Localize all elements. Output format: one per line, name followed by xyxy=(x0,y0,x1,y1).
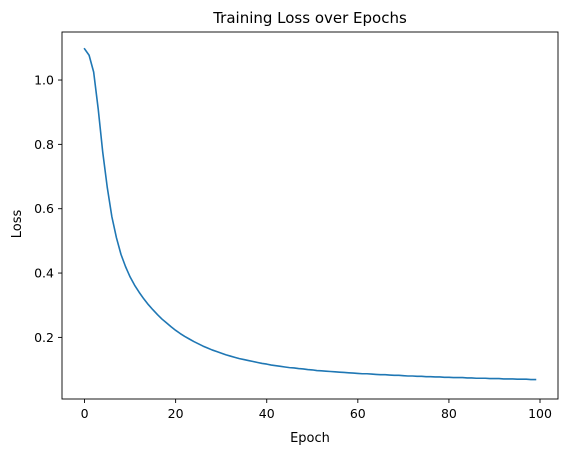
x-tick-label: 60 xyxy=(350,406,366,421)
x-tick-label: 20 xyxy=(168,406,184,421)
y-tick-label: 1.0 xyxy=(34,73,54,88)
x-tick-label: 40 xyxy=(259,406,275,421)
plot-area: 0 20 40 60 80 100 0.2 0.4 0.6 0.8 1.0 xyxy=(34,31,559,421)
y-tick-label: 0.8 xyxy=(34,137,54,152)
y-tick-label: 0.6 xyxy=(34,201,54,216)
x-tick-label: 100 xyxy=(528,406,552,421)
x-tick-label: 0 xyxy=(81,406,89,421)
series-line-0 xyxy=(83,47,537,381)
x-tick-label: 80 xyxy=(441,406,457,421)
x-axis-label: Epoch xyxy=(290,431,330,446)
axes-frame xyxy=(61,31,559,400)
y-tick-label: 0.4 xyxy=(34,266,54,281)
chart-title: Training Loss over Epochs xyxy=(212,9,407,27)
y-axis-label: Loss xyxy=(10,210,25,239)
y-tick-label: 0.2 xyxy=(34,330,54,345)
